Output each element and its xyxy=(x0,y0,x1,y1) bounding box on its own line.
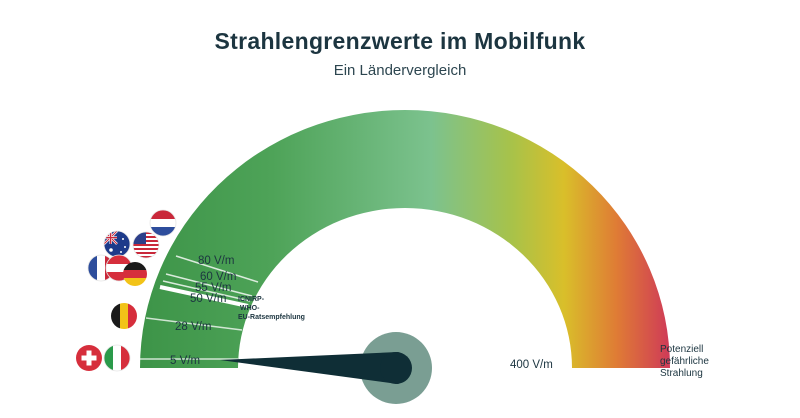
label-60: 60 V/m xyxy=(200,271,236,283)
flag-italy xyxy=(103,344,131,372)
flag-germany xyxy=(123,262,147,286)
flag-switzerland xyxy=(76,345,102,371)
danger-note-line-1: Potenziell xyxy=(660,344,703,355)
flag-netherlands xyxy=(149,209,177,237)
marker-ticks xyxy=(140,255,259,360)
reference-note-line-2: WHO- xyxy=(240,305,260,312)
label-55: 55 V/m xyxy=(195,282,231,294)
chart-title: Strahlengrenzwerte im Mobilfunk xyxy=(214,28,586,54)
tick-60 xyxy=(165,273,253,297)
flag-australia xyxy=(103,230,131,258)
tick-80 xyxy=(175,255,259,283)
max-value-label: 400 V/m xyxy=(510,359,553,371)
danger-note-line-2: gefährliche xyxy=(660,356,709,367)
danger-note-line-3: Strahlung xyxy=(660,368,703,379)
flag-belgium xyxy=(111,303,137,329)
needle xyxy=(220,352,410,384)
label-28: 28 V/m xyxy=(175,321,211,333)
gauge-arc xyxy=(140,110,670,368)
label-80: 80 V/m xyxy=(198,255,234,267)
chart-subtitle: Ein Ländervergleich xyxy=(333,62,467,79)
reference-note-line-3: EU-Ratsempfehlung xyxy=(238,314,305,321)
tick-28 xyxy=(145,317,243,331)
flag-usa xyxy=(132,231,160,259)
tick-55 xyxy=(162,280,251,302)
tick-50 xyxy=(159,285,249,308)
label-5: 5 V/m xyxy=(170,355,200,367)
needle-base xyxy=(380,352,412,384)
reference-note-line-1: ICNIRP- xyxy=(238,296,265,303)
label-50: 50 V/m xyxy=(190,293,226,305)
